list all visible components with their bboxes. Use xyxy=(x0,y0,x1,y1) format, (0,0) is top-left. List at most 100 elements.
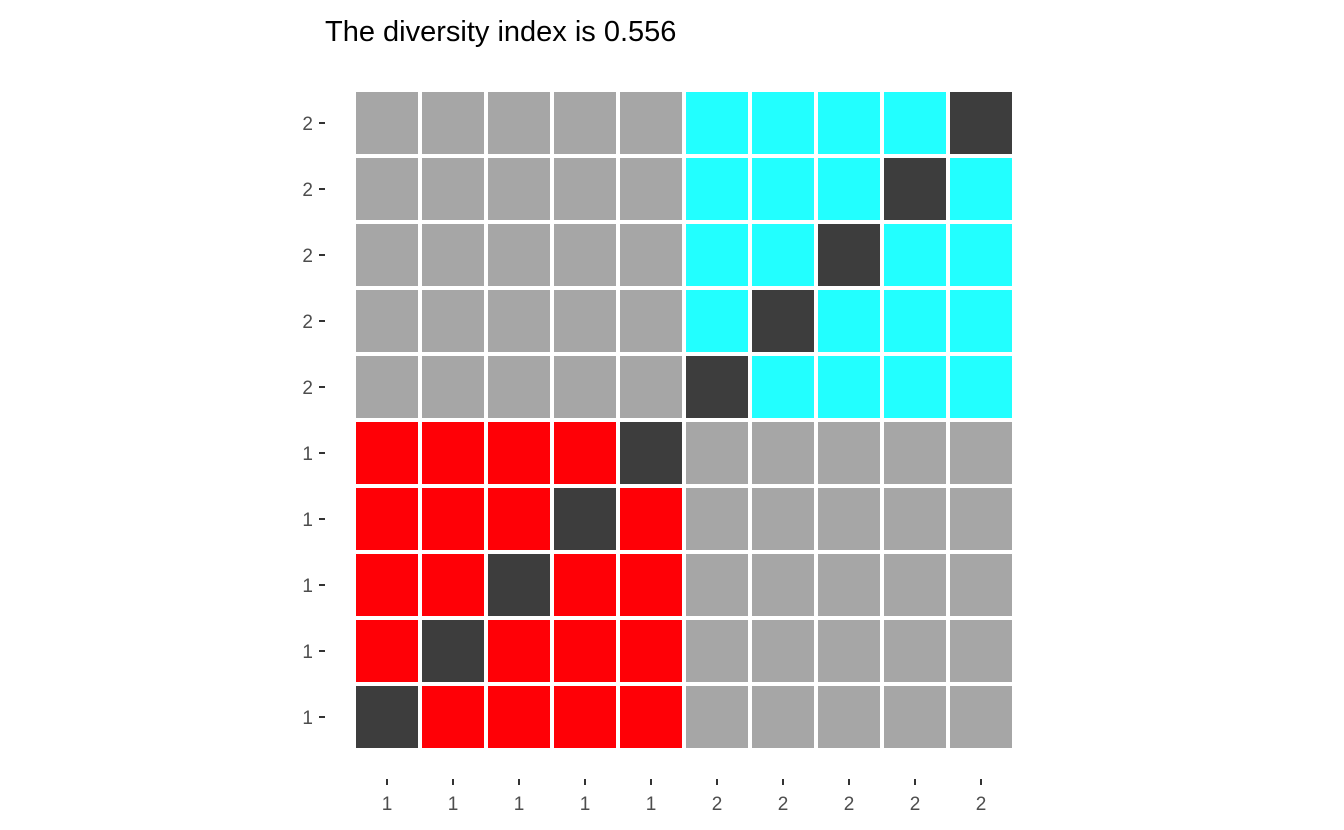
heatmap-cell-r9-c5 xyxy=(620,620,682,682)
heatmap-cell-r3-c4 xyxy=(554,224,616,286)
y-tick-label: 1 xyxy=(302,510,313,531)
heatmap-cell-r6-c1 xyxy=(356,422,418,484)
heatmap-cell-r10-c2 xyxy=(422,686,484,748)
heatmap-cells xyxy=(356,92,1012,748)
heatmap-cell-r9-c2 xyxy=(422,620,484,682)
heatmap-cell-r10-c7 xyxy=(752,686,814,748)
heatmap-cell-r2-c6 xyxy=(686,158,748,220)
heatmap-cell-r6-c3 xyxy=(488,422,550,484)
heatmap-cell-r9-c10 xyxy=(950,620,1012,682)
heatmap-cell-r3-c3 xyxy=(488,224,550,286)
chart-title: The diversity index is 0.556 xyxy=(325,16,676,48)
heatmap-cell-r7-c2 xyxy=(422,488,484,550)
x-axis: 1 1 1 1 1 2 2 2 2 2 xyxy=(382,779,987,815)
y-tick-label: 2 xyxy=(302,114,313,135)
heatmap-cell-r8-c9 xyxy=(884,554,946,616)
x-tick-label: 1 xyxy=(448,794,459,815)
x-tick-label: 2 xyxy=(712,794,723,815)
heatmap-cell-r9-c9 xyxy=(884,620,946,682)
heatmap-cell-r4-c6 xyxy=(686,290,748,352)
heatmap-cell-r9-c1 xyxy=(356,620,418,682)
heatmap-cell-r8-c4 xyxy=(554,554,616,616)
heatmap-cell-r7-c8 xyxy=(818,488,880,550)
heatmap-cell-r6-c2 xyxy=(422,422,484,484)
heatmap-cell-r8-c6 xyxy=(686,554,748,616)
heatmap-cell-r2-c4 xyxy=(554,158,616,220)
heatmap-cell-r3-c2 xyxy=(422,224,484,286)
x-tick-label: 1 xyxy=(580,794,591,815)
heatmap-cell-r4-c3 xyxy=(488,290,550,352)
heatmap-cell-r8-c10 xyxy=(950,554,1012,616)
x-tick-label: 2 xyxy=(976,794,987,815)
heatmap-cell-r2-c10 xyxy=(950,158,1012,220)
heatmap-cell-r10-c5 xyxy=(620,686,682,748)
heatmap-cell-r1-c4 xyxy=(554,92,616,154)
heatmap-cell-r7-c7 xyxy=(752,488,814,550)
x-tick-label: 1 xyxy=(646,794,657,815)
heatmap-cell-r5-c9 xyxy=(884,356,946,418)
heatmap-cell-r1-c8 xyxy=(818,92,880,154)
y-tick-label: 1 xyxy=(302,444,313,465)
y-tick-label: 2 xyxy=(302,180,313,201)
heatmap-cell-r10-c4 xyxy=(554,686,616,748)
heatmap-cell-r9-c8 xyxy=(818,620,880,682)
heatmap-cell-r1-c3 xyxy=(488,92,550,154)
heatmap-cell-r4-c4 xyxy=(554,290,616,352)
heatmap-cell-r1-c7 xyxy=(752,92,814,154)
heatmap-cell-r10-c3 xyxy=(488,686,550,748)
heatmap-cell-r4-c5 xyxy=(620,290,682,352)
heatmap-cell-r6-c7 xyxy=(752,422,814,484)
heatmap-cell-r5-c5 xyxy=(620,356,682,418)
heatmap-cell-r8-c1 xyxy=(356,554,418,616)
heatmap-cell-r6-c4 xyxy=(554,422,616,484)
y-tick-label: 2 xyxy=(302,246,313,267)
heatmap-cell-r10-c1 xyxy=(356,686,418,748)
heatmap-cell-r2-c8 xyxy=(818,158,880,220)
heatmap-cell-r1-c10 xyxy=(950,92,1012,154)
heatmap-cell-r6-c5 xyxy=(620,422,682,484)
heatmap-cell-r2-c2 xyxy=(422,158,484,220)
heatmap-cell-r4-c8 xyxy=(818,290,880,352)
x-tick-label: 2 xyxy=(910,794,921,815)
heatmap-cell-r1-c9 xyxy=(884,92,946,154)
heatmap-cell-r9-c6 xyxy=(686,620,748,682)
y-axis: 2 2 2 2 2 1 1 1 1 1 xyxy=(302,114,325,729)
heatmap-cell-r10-c8 xyxy=(818,686,880,748)
heatmap-cell-r3-c5 xyxy=(620,224,682,286)
heatmap-cell-r5-c10 xyxy=(950,356,1012,418)
heatmap-cell-r3-c8 xyxy=(818,224,880,286)
heatmap-cell-r6-c10 xyxy=(950,422,1012,484)
y-tick-label: 1 xyxy=(302,576,313,597)
y-tick-label: 2 xyxy=(302,378,313,399)
heatmap-cell-r8-c7 xyxy=(752,554,814,616)
y-tick-label: 1 xyxy=(302,642,313,663)
heatmap-cell-r2-c9 xyxy=(884,158,946,220)
heatmap-cell-r4-c7 xyxy=(752,290,814,352)
heatmap-cell-r3-c9 xyxy=(884,224,946,286)
heatmap-cell-r1-c1 xyxy=(356,92,418,154)
heatmap-cell-r3-c10 xyxy=(950,224,1012,286)
heatmap-cell-r10-c6 xyxy=(686,686,748,748)
heatmap-cell-r7-c5 xyxy=(620,488,682,550)
heatmap-cell-r2-c3 xyxy=(488,158,550,220)
heatmap-cell-r4-c2 xyxy=(422,290,484,352)
heatmap-cell-r2-c5 xyxy=(620,158,682,220)
heatmap-cell-r10-c10 xyxy=(950,686,1012,748)
heatmap-cell-r3-c6 xyxy=(686,224,748,286)
heatmap-cell-r6-c6 xyxy=(686,422,748,484)
heatmap-cell-r6-c8 xyxy=(818,422,880,484)
heatmap-cell-r7-c9 xyxy=(884,488,946,550)
x-tick-label: 1 xyxy=(382,794,393,815)
heatmap-cell-r7-c10 xyxy=(950,488,1012,550)
heatmap-cell-r8-c5 xyxy=(620,554,682,616)
heatmap-cell-r1-c6 xyxy=(686,92,748,154)
heatmap-cell-r5-c8 xyxy=(818,356,880,418)
heatmap-cell-r9-c7 xyxy=(752,620,814,682)
heatmap-cell-r2-c1 xyxy=(356,158,418,220)
heatmap-cell-r2-c7 xyxy=(752,158,814,220)
heatmap-cell-r5-c3 xyxy=(488,356,550,418)
heatmap-cell-r7-c1 xyxy=(356,488,418,550)
heatmap-cell-r5-c2 xyxy=(422,356,484,418)
heatmap-cell-r5-c6 xyxy=(686,356,748,418)
